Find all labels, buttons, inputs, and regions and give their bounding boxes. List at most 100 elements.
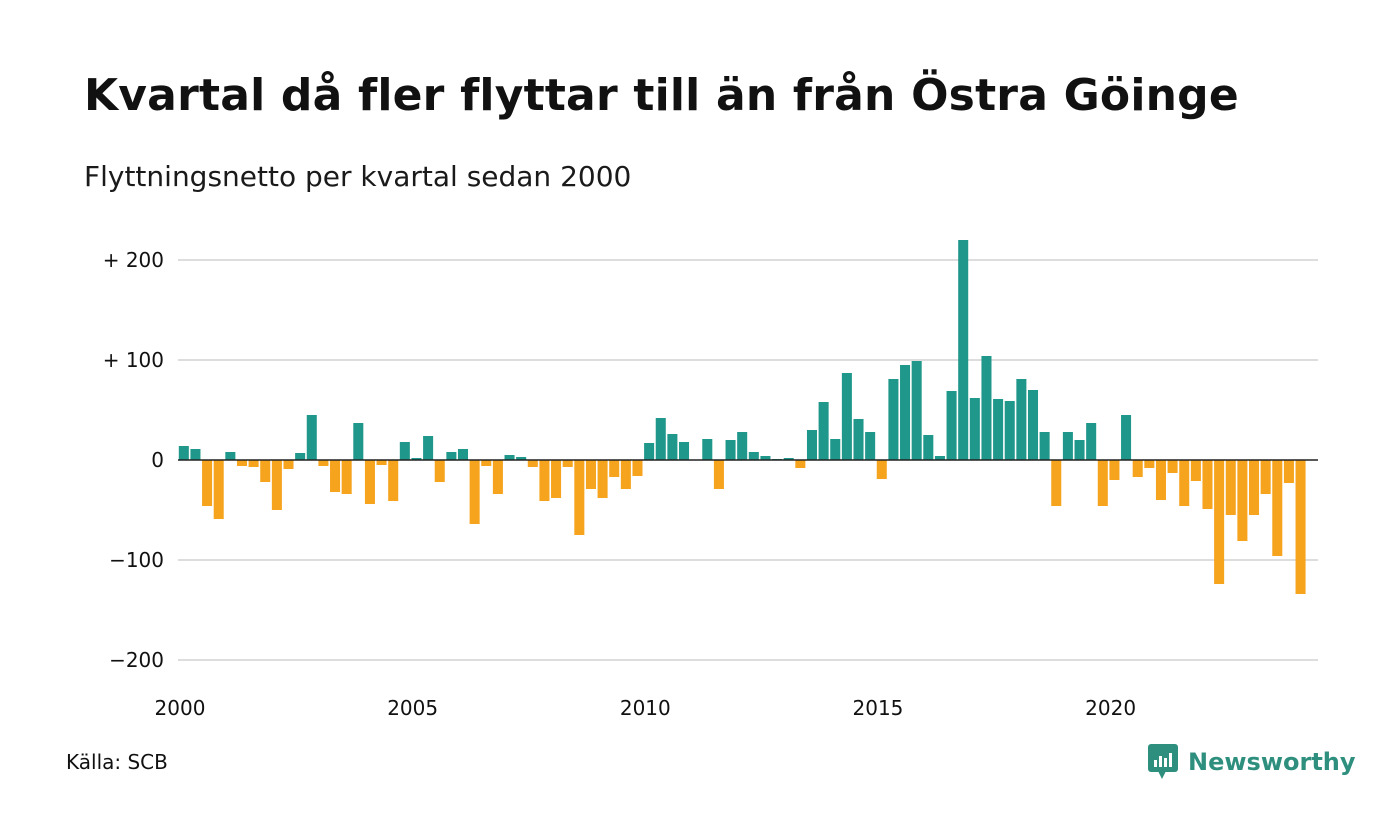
bar	[202, 460, 213, 506]
bar	[1190, 460, 1201, 481]
bar	[981, 356, 992, 460]
bar	[958, 240, 969, 460]
bar	[830, 439, 841, 460]
bar	[446, 452, 457, 460]
bar	[1260, 460, 1271, 494]
bar	[841, 373, 852, 460]
bar	[248, 460, 259, 467]
bar	[341, 460, 352, 494]
bar	[725, 440, 736, 460]
bar	[1283, 460, 1294, 483]
bar	[1016, 379, 1027, 460]
bar	[236, 460, 247, 466]
bar	[1214, 460, 1225, 584]
y-tick-label: −200	[109, 648, 164, 672]
bar	[411, 458, 422, 460]
bar	[364, 460, 375, 504]
bar	[283, 460, 294, 469]
bar	[1272, 460, 1283, 556]
bar	[178, 446, 189, 460]
bar	[1155, 460, 1166, 500]
bar	[876, 460, 887, 479]
bar	[620, 460, 631, 489]
bar	[330, 460, 341, 492]
bar	[1121, 415, 1132, 460]
bar	[1249, 460, 1260, 515]
bar	[1004, 401, 1015, 460]
bar	[1097, 460, 1108, 506]
bar	[271, 460, 282, 510]
bar	[225, 452, 236, 460]
bar	[457, 449, 469, 460]
bar	[504, 455, 515, 460]
y-tick-label: + 100	[103, 348, 164, 372]
bar	[1144, 460, 1155, 468]
bar	[667, 434, 678, 460]
bar	[748, 452, 759, 460]
bar	[934, 456, 945, 460]
bar	[585, 460, 596, 489]
bar	[399, 442, 410, 460]
bar	[795, 460, 806, 468]
bar	[562, 460, 573, 467]
bar	[655, 418, 666, 460]
bar	[737, 432, 748, 460]
chart-subtitle: Flyttningsnetto per kvartal sedan 2000	[84, 160, 632, 193]
x-tick-label: 2010	[620, 696, 671, 720]
bar	[597, 460, 608, 498]
bar	[1027, 390, 1039, 460]
bar	[865, 432, 876, 460]
bar	[993, 399, 1004, 460]
bar	[1225, 460, 1236, 515]
bar	[260, 460, 271, 482]
bar	[481, 460, 492, 466]
bar	[388, 460, 399, 501]
bar	[900, 365, 911, 460]
bar	[492, 460, 503, 494]
bar	[376, 460, 387, 465]
bar	[295, 453, 306, 460]
bar	[609, 460, 620, 477]
bar	[1132, 460, 1143, 477]
bar	[818, 402, 829, 460]
bar	[853, 419, 864, 460]
source-note: Källa: SCB	[66, 750, 168, 774]
bar	[923, 435, 934, 460]
x-tick-label: 2015	[853, 696, 904, 720]
bar	[1179, 460, 1190, 506]
bar	[1167, 460, 1178, 473]
bar	[551, 460, 562, 498]
bar	[574, 460, 585, 535]
bar	[702, 439, 713, 460]
bar	[1202, 460, 1213, 509]
newsworthy-logo-icon	[1148, 744, 1178, 779]
bar	[1074, 440, 1085, 460]
bar	[1039, 432, 1050, 460]
bar	[888, 379, 899, 460]
bars	[178, 240, 1306, 594]
x-tick-label: 2005	[387, 696, 438, 720]
bar	[1086, 423, 1097, 460]
axes: + 200 + 100 0 −100 −200 2000 2005 2010 2015 2020	[103, 248, 1318, 720]
bar	[1062, 432, 1073, 460]
bar	[527, 460, 538, 467]
bar	[1295, 460, 1306, 594]
bar	[423, 436, 434, 460]
bar	[679, 442, 690, 460]
y-tick-label: −100	[109, 548, 164, 572]
bar	[1109, 460, 1120, 480]
bar	[434, 460, 445, 482]
bar	[911, 361, 922, 460]
bar	[318, 460, 329, 466]
grid-lines	[178, 259, 1318, 661]
bar	[353, 423, 364, 460]
bar	[1237, 460, 1248, 541]
bar	[783, 458, 794, 460]
x-tick-label: 2020	[1085, 696, 1136, 720]
brand-name: Newsworthy	[1188, 748, 1356, 776]
bar	[644, 443, 655, 460]
bar	[539, 460, 550, 501]
bar	[806, 430, 817, 460]
bar	[213, 460, 224, 519]
